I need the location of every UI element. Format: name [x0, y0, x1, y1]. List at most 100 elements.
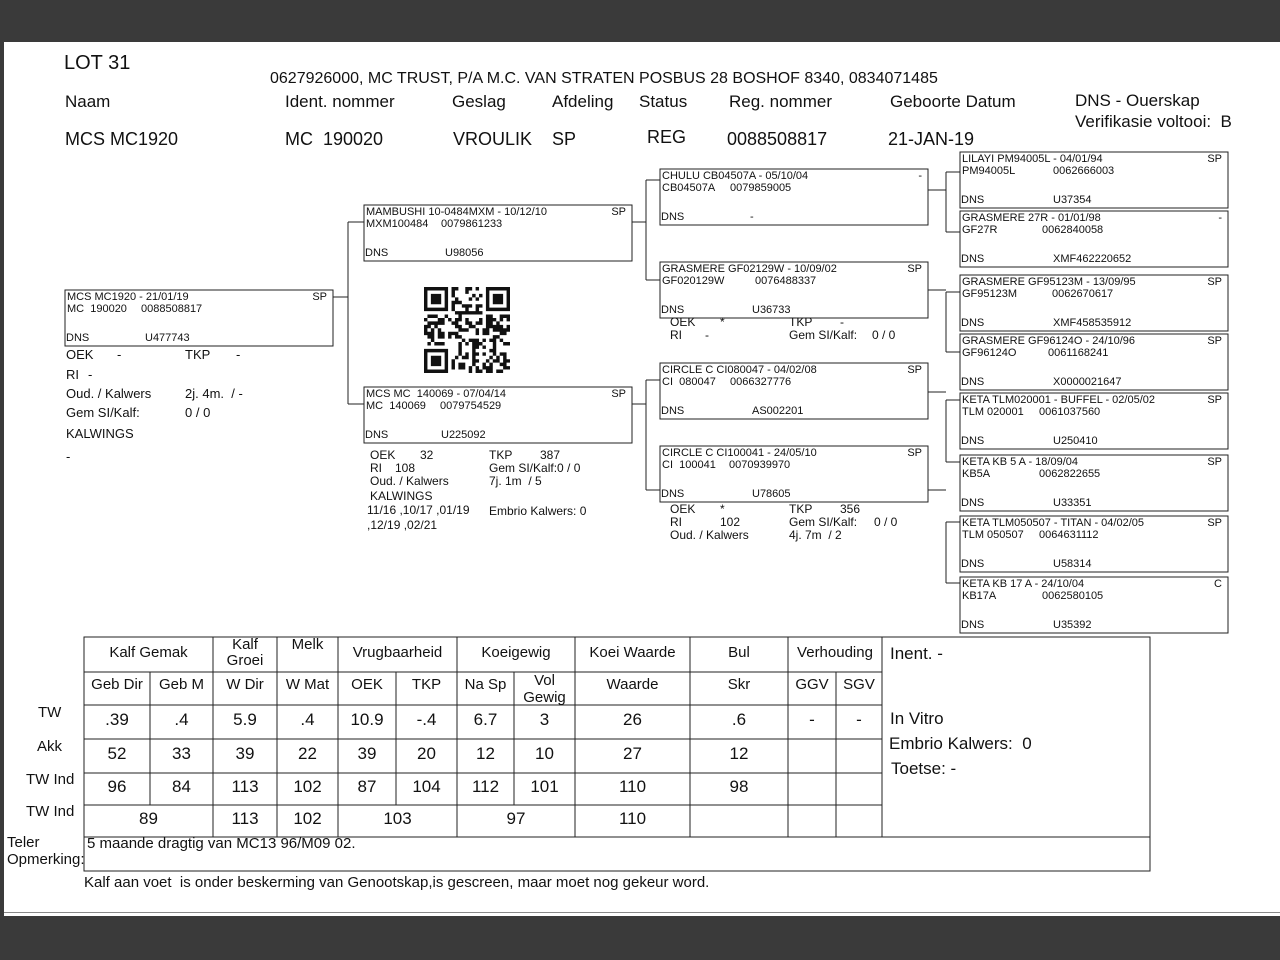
table-grid: [83, 636, 1151, 872]
pedigree-box: [659, 168, 929, 226]
animal-title: CHULU CB04507A - 05/10/04: [662, 170, 809, 182]
note: 108: [395, 461, 416, 475]
dns-label: DNS: [661, 304, 685, 316]
note: -: [236, 347, 241, 362]
cell: .6: [731, 710, 747, 729]
side-note: Toetse: -: [891, 759, 957, 778]
note: RI: [670, 328, 682, 342]
reg-number: 0066327776: [730, 376, 792, 388]
dns-label: DNS: [365, 429, 389, 441]
cell: 12: [729, 744, 749, 763]
reg-number: 0062822655: [1039, 468, 1101, 480]
ident: MC 140069: [366, 400, 426, 412]
dns-label: DNS: [661, 211, 685, 223]
column-header: Geb M: [158, 676, 204, 693]
dns-value: AS002201: [752, 405, 804, 417]
row-label: Akk: [37, 738, 63, 755]
cell: .4: [300, 710, 315, 729]
row-label: TW Ind: [26, 771, 75, 788]
animal-title: GRASMERE GF95123M - 13/09/95: [962, 276, 1136, 288]
field-value: 0088508817: [727, 129, 828, 149]
note: ,12/19 ,02/21: [367, 518, 438, 532]
animal-title: MAMBUSHI 10-0484MXM - 10/12/10: [366, 206, 547, 218]
cell: 89: [139, 809, 158, 828]
cell: 52: [107, 744, 127, 763]
note: OEK: [370, 448, 396, 462]
cell: -: [809, 710, 815, 729]
dns-value: U35392: [1053, 619, 1092, 631]
cell: 3: [539, 710, 550, 729]
field-value: REG: [647, 127, 687, 147]
pedigree-box: [659, 362, 929, 420]
pedigree-box: [959, 454, 1229, 512]
cell: 113: [231, 809, 259, 828]
row-label: TW Ind: [26, 803, 75, 820]
note: -: [88, 367, 93, 382]
animal-title: MCS MC 140069 - 07/04/14: [366, 388, 507, 400]
section: -: [918, 170, 922, 182]
note: Gem SI/Kalf:: [789, 515, 858, 529]
dns-value: XMF458535912: [1053, 317, 1132, 329]
field-label: Geboorte Datum: [890, 92, 1016, 111]
note: Gem SI/Kalf:0 / 0: [489, 461, 581, 475]
divider: [4, 912, 1280, 913]
reg-number: 0079859005: [730, 182, 792, 194]
animal-title: LILAYI PM94005L - 04/01/94: [962, 153, 1103, 165]
column-header: Vol Gewig: [523, 672, 566, 706]
column-header: W Dir: [226, 676, 264, 693]
ident: MXM100484: [366, 218, 429, 230]
dns-value: U37354: [1053, 194, 1092, 206]
dns-value: U33351: [1053, 497, 1092, 509]
field-label: Afdeling: [552, 92, 614, 111]
pedigree-box: [363, 204, 633, 262]
cell: 110: [618, 809, 647, 828]
ident: GF96124O: [962, 347, 1017, 359]
dns-label: DNS: [365, 247, 389, 259]
dns-value: U225092: [441, 429, 486, 441]
section: SP: [1207, 335, 1222, 347]
pedigree-boxes: [64, 151, 1229, 634]
pedigree-box: [959, 515, 1229, 573]
field-value: MC 190020: [285, 129, 384, 149]
note: Gem SI/Kalf:: [789, 328, 858, 342]
column-header: Waarde: [606, 676, 659, 693]
pedigree-lines: [333, 171, 960, 584]
section: SP: [907, 447, 922, 459]
note: RI: [66, 367, 79, 382]
group-header: Vrugbaarheid: [352, 644, 443, 661]
section: SP: [1207, 394, 1222, 406]
group-header: Verhouding: [797, 644, 873, 661]
dns-value: -: [750, 211, 754, 223]
verification: Verifikasie voltooi: B: [1075, 112, 1232, 131]
pedigree-box: [959, 210, 1229, 268]
reg-number: 0079754529: [440, 400, 502, 412]
note: OEK: [670, 315, 696, 329]
reg-number: 0061037560: [1039, 406, 1101, 418]
cell: 22: [298, 744, 317, 763]
table-border: [83, 636, 1151, 872]
cell: -: [856, 710, 862, 729]
cell: 39: [357, 744, 377, 763]
cell: .39: [105, 710, 129, 729]
cell: .4: [174, 710, 189, 729]
animal-title: GRASMERE GF02129W - 10/09/02: [662, 263, 837, 275]
owner: 0627926000, MC TRUST, P/A M.C. VAN STRAT…: [270, 70, 938, 87]
column-header: Skr: [727, 676, 751, 693]
ident: MC 190020: [67, 303, 127, 315]
note: 11/16 ,10/17 ,01/19: [367, 503, 470, 517]
section: SP: [907, 263, 922, 275]
note: 0 / 0: [185, 405, 211, 420]
dns-label: DNS: [961, 376, 985, 388]
section: SP: [1207, 456, 1222, 468]
cell: 33: [172, 744, 191, 763]
reg-number: 0070939970: [729, 459, 791, 471]
animal-title: KETA KB 17 A - 24/10/04: [962, 578, 1085, 590]
cell: 96: [107, 777, 127, 796]
note: TKP: [789, 502, 813, 516]
field-value: MCS MC1920: [65, 129, 179, 149]
paper: [4, 42, 1280, 916]
dns-label: DNS: [961, 194, 985, 206]
ident: GF95123M: [962, 288, 1018, 300]
dns-value: U250410: [1053, 435, 1098, 447]
column-header: GGV: [795, 676, 829, 693]
